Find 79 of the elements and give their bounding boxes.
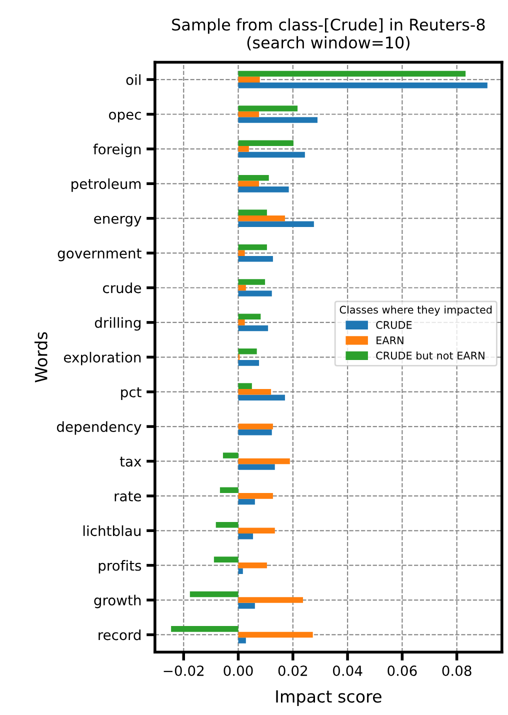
- chart-title: Sample from class-[Crude] in Reuters-8 (search window=10): [172, 18, 485, 50]
- bar: [238, 464, 275, 470]
- bar: [238, 348, 257, 354]
- bar: [238, 320, 245, 326]
- bar: [238, 111, 260, 118]
- bar: [238, 562, 267, 568]
- y-tick-label: profits: [98, 560, 142, 574]
- bar: [238, 458, 290, 464]
- y-tick-label: exploration: [64, 352, 141, 366]
- bar: [214, 556, 238, 562]
- y-tick-label: energy: [94, 216, 142, 227]
- bar: [238, 602, 255, 609]
- bar: [238, 180, 260, 187]
- y-tick-label: tax: [120, 456, 142, 467]
- bar: [238, 215, 285, 222]
- bar: [238, 284, 246, 291]
- bar: [238, 638, 246, 644]
- bar: [171, 626, 238, 632]
- bar: [238, 388, 272, 395]
- x-tick-label: 0.02: [278, 666, 307, 676]
- bar: [238, 314, 261, 320]
- bar: [216, 522, 238, 528]
- bar: [238, 256, 273, 262]
- bar: [238, 568, 243, 574]
- y-tick-label: dependency: [56, 421, 142, 435]
- bar: [238, 152, 305, 158]
- bar: [238, 117, 318, 123]
- bar: [238, 186, 289, 192]
- bar: [238, 70, 466, 77]
- bar: [238, 597, 304, 603]
- bar: [222, 452, 238, 458]
- bar: [238, 493, 273, 499]
- y-tick-label: petroleum: [72, 178, 141, 192]
- bar: [238, 325, 268, 332]
- bar: [238, 360, 260, 366]
- bar: [238, 290, 272, 296]
- bar: [190, 591, 238, 598]
- x-tick-label: 0.08: [442, 666, 472, 676]
- y-tick-label: oil: [126, 74, 140, 86]
- legend-label: CRUDE but not EARN: [376, 351, 484, 360]
- bar: [238, 534, 254, 540]
- bar: [238, 76, 260, 82]
- bar: [238, 244, 267, 250]
- y-tick-label: lichtblau: [83, 525, 140, 536]
- bar: [238, 250, 245, 256]
- y-tick-label: government: [58, 248, 142, 262]
- bar: [238, 424, 273, 430]
- bar: [238, 279, 266, 285]
- bar: [238, 146, 249, 152]
- bar: [238, 632, 313, 638]
- bar: [238, 106, 298, 112]
- bar: [238, 140, 294, 146]
- bar: [238, 82, 488, 88]
- legend-title: Classes where they impacted: [340, 306, 492, 316]
- y-tick-label: record: [98, 629, 140, 640]
- bar: [238, 528, 275, 534]
- y-axis-title: Words: [34, 332, 48, 382]
- bar: [238, 383, 252, 389]
- x-axis-title: Impact score: [276, 690, 382, 706]
- y-tick-label: opec: [109, 112, 141, 122]
- legend-label: EARN: [376, 336, 404, 344]
- legend-label: CRUDE: [376, 321, 412, 329]
- bar: [238, 429, 272, 436]
- bar: [238, 174, 269, 181]
- x-tick-label: −0.02: [164, 666, 204, 676]
- x-tick-label: 0.04: [333, 666, 362, 676]
- x-tick-label: 0.00: [224, 666, 253, 676]
- y-tick-label: rate: [114, 491, 142, 502]
- x-tick-label: 0.06: [388, 666, 417, 676]
- bar: [238, 498, 255, 505]
- y-tick-label: drilling: [94, 317, 140, 331]
- y-tick-label: crude: [103, 282, 142, 294]
- y-tick-label: growth: [94, 594, 141, 608]
- y-tick-label: foreign: [93, 144, 141, 158]
- bar: [220, 487, 238, 494]
- y-tick-label: pct: [121, 387, 142, 400]
- bar: [238, 221, 314, 228]
- bar: [238, 394, 285, 401]
- bar: [238, 210, 267, 216]
